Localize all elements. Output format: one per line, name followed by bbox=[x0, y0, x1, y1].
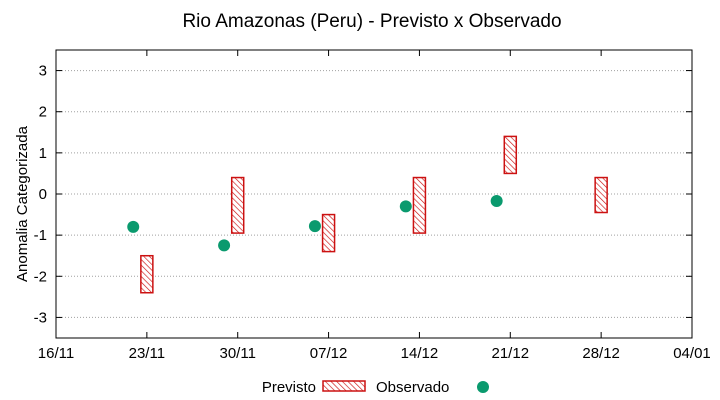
x-tick-label: 21/12 bbox=[492, 345, 530, 362]
legend-label-previsto: Previsto bbox=[262, 379, 316, 396]
y-tick-label: 3 bbox=[39, 63, 47, 80]
previsto-range-box bbox=[230, 176, 245, 234]
observado-point bbox=[218, 239, 231, 252]
observado-point bbox=[127, 220, 140, 233]
legend-swatch-previsto bbox=[322, 380, 366, 392]
observado-point bbox=[308, 220, 321, 233]
legend-marker-observado bbox=[477, 381, 489, 393]
y-tick-label: -3 bbox=[34, 309, 47, 326]
y-tick-label: -2 bbox=[34, 268, 47, 285]
legend: Previsto Observado bbox=[262, 379, 489, 396]
x-tick-label: 04/01 bbox=[673, 345, 711, 362]
y-tick-label: 0 bbox=[39, 186, 47, 203]
x-tick-label: 23/11 bbox=[129, 345, 165, 362]
y-tick-label: 1 bbox=[39, 145, 47, 162]
previsto-range-box bbox=[412, 176, 427, 234]
legend-label-observado: Observado bbox=[376, 379, 449, 396]
chart-title: Rio Amazonas (Peru) - Previsto x Observa… bbox=[182, 11, 561, 32]
previsto-range-box bbox=[140, 254, 154, 294]
x-tick-label: 30/11 bbox=[219, 345, 255, 362]
previsto-range-box bbox=[594, 176, 608, 214]
x-tick-label: 07/12 bbox=[310, 345, 348, 362]
y-axis-label: Anomalia Categorizada bbox=[14, 125, 31, 282]
observado-point bbox=[490, 194, 503, 207]
x-tick-label: 14/12 bbox=[401, 345, 439, 362]
x-tick-label: 28/12 bbox=[582, 345, 620, 362]
y-tick-label: -1 bbox=[34, 227, 47, 244]
observado-point bbox=[399, 200, 412, 213]
previsto-range-box bbox=[321, 213, 336, 253]
y-tick-label: 2 bbox=[39, 104, 47, 121]
x-tick-label: 16/11 bbox=[38, 345, 74, 362]
previsto-range-box bbox=[503, 135, 518, 175]
